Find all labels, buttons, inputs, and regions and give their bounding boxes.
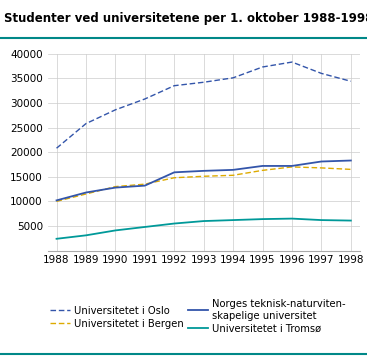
Text: Studenter ved universitetene per 1. oktober 1988-1998: Studenter ved universitetene per 1. okto…: [4, 12, 367, 25]
Legend: Universitetet i Oslo, Universitetet i Bergen, Norges teknisk-naturviten-
skapeli: Universitetet i Oslo, Universitetet i Be…: [50, 299, 346, 334]
